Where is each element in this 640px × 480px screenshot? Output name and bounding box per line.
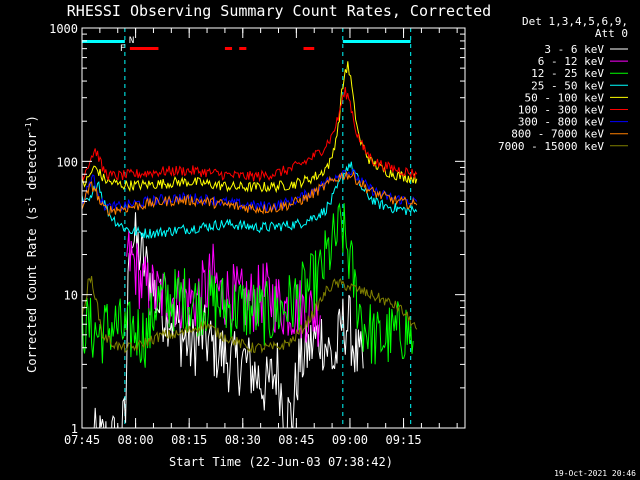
legend-label-50-100-kev: 50 - 100 keV [525,91,605,104]
flare-interval-bar [129,47,159,50]
series-group [82,61,418,428]
legend-label-300-800-kev: 300 - 800 keV [518,116,604,129]
y-tick-label: 1000 [49,22,78,36]
series-line-100-300-kev [82,86,418,183]
night-interval-bar [342,40,411,43]
y-axis-title: Corrected Count Rate (s-1 detector-1) [24,115,39,373]
series-line-800-7000-kev [82,171,418,217]
axis-layer: 1 10 100 1000 07:45 08:00 08:15 08:30 08:45 09:00… [49,22,466,447]
x-tick-label: 08:45 [278,433,314,447]
legend-label-800-7000-kev: 800 - 7000 keV [511,128,604,141]
x-tick-label: 08:00 [118,433,154,447]
legend-label-100-300-kev: 100 - 300 keV [518,104,604,117]
series-line-12-25-kev [82,202,414,368]
x-tick-label: 08:30 [225,433,261,447]
y-tick-label: 1 [71,422,78,436]
flare-interval-bar [239,47,247,50]
y-tick-label: 100 [56,155,78,169]
night-flag-label: N [129,36,134,46]
legend-label-7000-15000-kev: 7000 - 15000 keV [498,140,604,153]
x-tick-label: 09:15 [385,433,421,447]
x-tick-label: 09:00 [332,433,368,447]
legend-label-25-50-kev: 25 - 50 keV [531,79,604,92]
legend-label-3-6-kev: 3 - 6 keV [544,43,604,56]
night-interval-bar [82,40,125,43]
x-tick-label: 07:45 [64,433,100,447]
plot-frame [81,27,466,429]
legend-header-line2: Att 0 [595,27,628,40]
series-line-7000-15000-kev [82,276,418,354]
flare-flag-label: F [120,44,125,54]
chart-title: RHESSI Observing Summary Count Rates, Co… [67,2,491,20]
legend-header-line1: Det 1,3,4,5,6,9, [522,15,628,28]
legend-label-12-25-kev: 12 - 25 keV [531,67,604,80]
plot-layer: NF [82,28,418,428]
legend-label-6-12-kev: 6 - 12 keV [538,55,605,68]
series-line-300-800-kev [82,168,418,213]
x-tick-label: 08:15 [171,433,207,447]
footer-timestamp: 19-Oct-2021 20:46 [554,469,636,478]
flare-interval-bar [224,47,233,50]
y-tick-label: 10 [64,289,78,303]
x-axis-title: Start Time (22-Jun-03 07:38:42) [169,455,393,469]
series-line-3-6-kev [93,212,364,428]
flare-interval-bar [303,47,315,50]
